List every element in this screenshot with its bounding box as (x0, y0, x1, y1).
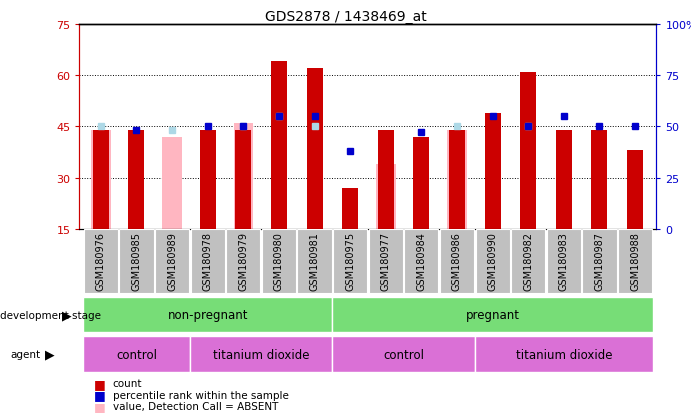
Bar (376, 164, 395, 229)
Bar (191, 229, 225, 293)
Bar (226, 229, 261, 293)
Bar (262, 229, 296, 293)
Text: GSM180982: GSM180982 (523, 231, 533, 290)
Text: ▶: ▶ (45, 348, 55, 361)
Bar (440, 229, 474, 293)
Text: GSM180978: GSM180978 (202, 231, 213, 290)
Text: development stage: development stage (0, 310, 101, 320)
Bar (342, 188, 358, 229)
Text: GSM180989: GSM180989 (167, 231, 177, 290)
Text: ▶: ▶ (62, 309, 72, 321)
Bar (484, 114, 500, 229)
Text: ■: ■ (94, 388, 106, 401)
Bar (162, 137, 182, 229)
Bar (556, 131, 572, 229)
Bar (475, 337, 653, 372)
Bar (83, 337, 190, 372)
Bar (129, 131, 144, 229)
Text: GSM180985: GSM180985 (131, 231, 142, 290)
Text: GSM180980: GSM180980 (274, 231, 284, 290)
Bar (547, 229, 581, 293)
Bar (449, 131, 465, 229)
Bar (475, 229, 510, 293)
Bar (627, 151, 643, 229)
Text: ■: ■ (94, 400, 106, 413)
Bar (447, 131, 467, 229)
Bar (84, 229, 118, 293)
Bar (200, 131, 216, 229)
Bar (91, 131, 111, 229)
Text: GSM180988: GSM180988 (630, 231, 640, 290)
Text: GSM180979: GSM180979 (238, 231, 248, 290)
Bar (583, 229, 616, 293)
Text: GSM180975: GSM180975 (345, 231, 355, 290)
Bar (271, 62, 287, 229)
Text: percentile rank within the sample: percentile rank within the sample (113, 390, 289, 400)
Text: GSM180987: GSM180987 (594, 231, 605, 290)
Bar (93, 131, 109, 229)
Text: GDS2878 / 1438469_at: GDS2878 / 1438469_at (265, 10, 426, 24)
Text: value, Detection Call = ABSENT: value, Detection Call = ABSENT (113, 401, 278, 411)
Text: titanium dioxide: titanium dioxide (515, 348, 612, 361)
Bar (333, 229, 367, 293)
Bar (378, 131, 394, 229)
Text: control: control (116, 348, 157, 361)
Text: ■: ■ (94, 411, 106, 413)
Text: GSM180986: GSM180986 (452, 231, 462, 290)
Text: pregnant: pregnant (466, 309, 520, 321)
Text: GSM180977: GSM180977 (381, 231, 391, 290)
Bar (591, 131, 607, 229)
Bar (155, 229, 189, 293)
Bar (413, 137, 429, 229)
Text: titanium dioxide: titanium dioxide (213, 348, 310, 361)
Text: control: control (383, 348, 424, 361)
Bar (307, 69, 323, 229)
Bar (369, 229, 403, 293)
Bar (332, 297, 653, 332)
Bar (120, 229, 153, 293)
Bar (618, 229, 652, 293)
Text: GSM180981: GSM180981 (310, 231, 319, 290)
Bar (234, 123, 253, 229)
Text: GSM180976: GSM180976 (96, 231, 106, 290)
Text: GSM180983: GSM180983 (559, 231, 569, 290)
Text: count: count (113, 378, 142, 388)
Bar (236, 131, 252, 229)
Text: ■: ■ (94, 377, 106, 390)
Bar (83, 297, 332, 332)
Bar (332, 337, 475, 372)
Text: agent: agent (10, 349, 41, 359)
Bar (520, 73, 536, 229)
Text: GSM180984: GSM180984 (417, 231, 426, 290)
Text: GSM180990: GSM180990 (488, 231, 498, 290)
Bar (297, 229, 332, 293)
Bar (511, 229, 545, 293)
Bar (190, 337, 332, 372)
Text: non-pregnant: non-pregnant (167, 309, 248, 321)
Bar (404, 229, 439, 293)
